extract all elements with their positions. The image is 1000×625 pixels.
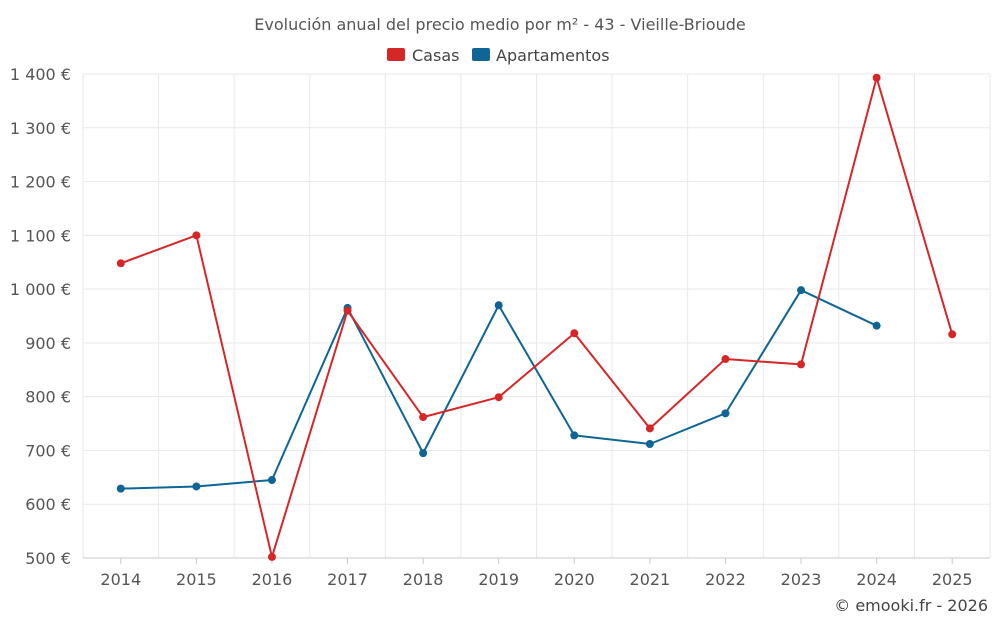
credit-text: © emooki.fr - 2026 [834,596,988,615]
data-point-apartamentos[interactable] [721,409,730,418]
y-tick-label: 500 € [25,549,71,568]
y-tick-label: 1 200 € [10,173,71,192]
data-point-casas[interactable] [570,329,579,338]
data-point-apartamentos[interactable] [872,321,881,330]
x-tick-label: 2016 [252,570,293,589]
x-tick-label: 2024 [856,570,897,589]
data-point-casas[interactable] [494,393,503,402]
y-tick-label: 800 € [25,388,71,407]
x-tick-label: 2022 [705,570,746,589]
data-point-casas[interactable] [343,306,352,315]
legend-swatch-apartamentos [472,48,490,61]
legend-swatch-casas [387,48,405,61]
legend-label-casas: Casas [412,46,459,65]
data-point-apartamentos[interactable] [267,476,276,485]
x-tick-label: 2017 [327,570,368,589]
y-tick-label: 600 € [25,495,71,514]
data-point-apartamentos[interactable] [797,286,806,295]
x-tick-label: 2021 [630,570,671,589]
data-point-casas[interactable] [797,360,806,369]
data-point-apartamentos[interactable] [494,301,503,310]
series-line-casas [120,76,954,558]
data-point-casas[interactable] [872,73,881,82]
legend: Casas Apartamentos [387,46,610,65]
legend-label-apartamentos: Apartamentos [496,46,610,65]
data-point-apartamentos[interactable] [116,484,125,493]
data-point-apartamentos[interactable] [192,482,201,491]
x-tick-label: 2014 [100,570,141,589]
y-tick-label: 1 300 € [10,119,71,138]
x-tick-label: 2025 [932,570,973,589]
x-tick-label: 2018 [403,570,444,589]
data-point-casas[interactable] [192,231,201,240]
y-tick-label: 1 400 € [10,65,71,84]
chart-title: Evolución anual del precio medio por m² … [254,15,745,34]
data-point-casas[interactable] [721,355,730,364]
data-point-casas[interactable] [116,259,125,268]
grid [82,73,991,559]
data-point-casas[interactable] [419,413,428,422]
x-tick-label: 2015 [176,570,217,589]
data-point-apartamentos[interactable] [419,449,428,458]
data-point-apartamentos[interactable] [570,431,579,440]
axes: 500 € 600 € 700 € 800 € 900 € 1 000 € 1 100 € 1… [10,65,990,589]
x-tick-label: 2020 [554,570,595,589]
y-tick-label: 1 100 € [10,226,71,245]
series [116,73,957,561]
x-tick-label: 2023 [781,570,822,589]
data-point-casas[interactable] [948,330,957,339]
y-tick-label: 1 000 € [10,280,71,299]
y-tick-label: 900 € [25,334,71,353]
data-point-casas[interactable] [267,552,276,561]
data-point-apartamentos[interactable] [645,439,654,448]
x-tick-label: 2019 [478,570,519,589]
data-point-casas[interactable] [645,424,654,433]
y-tick-label: 700 € [25,441,71,460]
